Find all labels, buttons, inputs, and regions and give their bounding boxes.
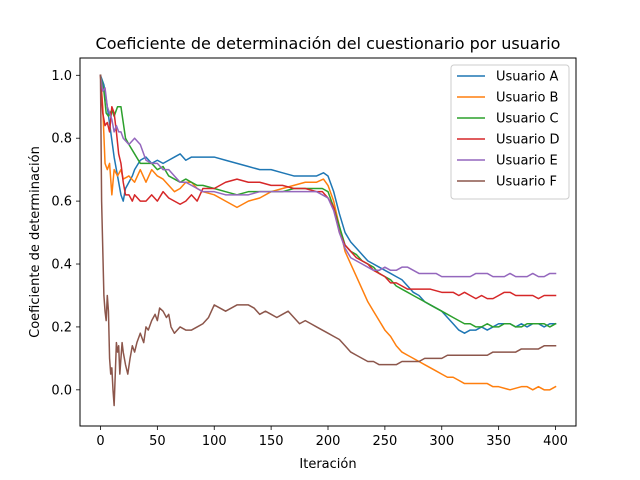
legend-item: Usuario F [457, 175, 557, 190]
x-tick-label: 100 [202, 434, 227, 449]
series-line-usuario-b [99, 74, 557, 391]
x-tick-label: 50 [149, 434, 166, 449]
chart-title: Coeficiente de determinación del cuestio… [96, 34, 561, 53]
series-line-usuario-e [99, 74, 557, 278]
x-tick-label: 0 [96, 434, 104, 449]
legend-label: Usuario D [496, 133, 560, 148]
x-axis: 0 50 100 150 200 250 300 350 400 [96, 426, 568, 449]
series-line-usuario-a [99, 74, 557, 334]
legend-label: Usuario E [496, 154, 558, 169]
y-tick-label: 0.8 [51, 132, 72, 147]
y-axis: 0.0 0.2 0.4 0.6 0.8 1.0 [51, 69, 80, 398]
plot-area [99, 74, 557, 407]
x-tick-label: 400 [543, 434, 568, 449]
legend-item: Usuario B [457, 91, 558, 106]
y-tick-label: 0.2 [51, 320, 72, 335]
x-tick-label: 150 [259, 434, 284, 449]
legend-item: Usuario D [457, 133, 560, 148]
series-line-usuario-c [99, 74, 557, 328]
legend-item: Usuario C [457, 112, 559, 127]
legend-label: Usuario A [496, 70, 559, 85]
y-tick-label: 0.0 [51, 383, 72, 398]
x-tick-label: 200 [316, 434, 341, 449]
y-tick-label: 0.6 [51, 195, 72, 210]
x-tick-label: 300 [429, 434, 454, 449]
x-tick-label: 350 [486, 434, 511, 449]
y-tick-label: 1.0 [51, 69, 72, 84]
legend-label: Usuario F [496, 175, 557, 190]
legend-item: Usuario A [457, 70, 559, 85]
legend-box [450, 64, 570, 200]
legend-label: Usuario C [496, 112, 559, 127]
series-line-usuario-f [99, 74, 557, 407]
legend: Usuario A Usuario B Usuario C Usuario D Usua… [450, 64, 570, 200]
y-axis-title: Coeficiente de determinación [28, 146, 43, 338]
x-axis-title: Iteración [299, 457, 356, 472]
legend-item: Usuario E [457, 154, 558, 169]
y-tick-label: 0.4 [51, 258, 72, 273]
x-tick-label: 250 [372, 434, 397, 449]
series-line-usuario-d [99, 74, 557, 300]
legend-label: Usuario B [496, 91, 558, 106]
